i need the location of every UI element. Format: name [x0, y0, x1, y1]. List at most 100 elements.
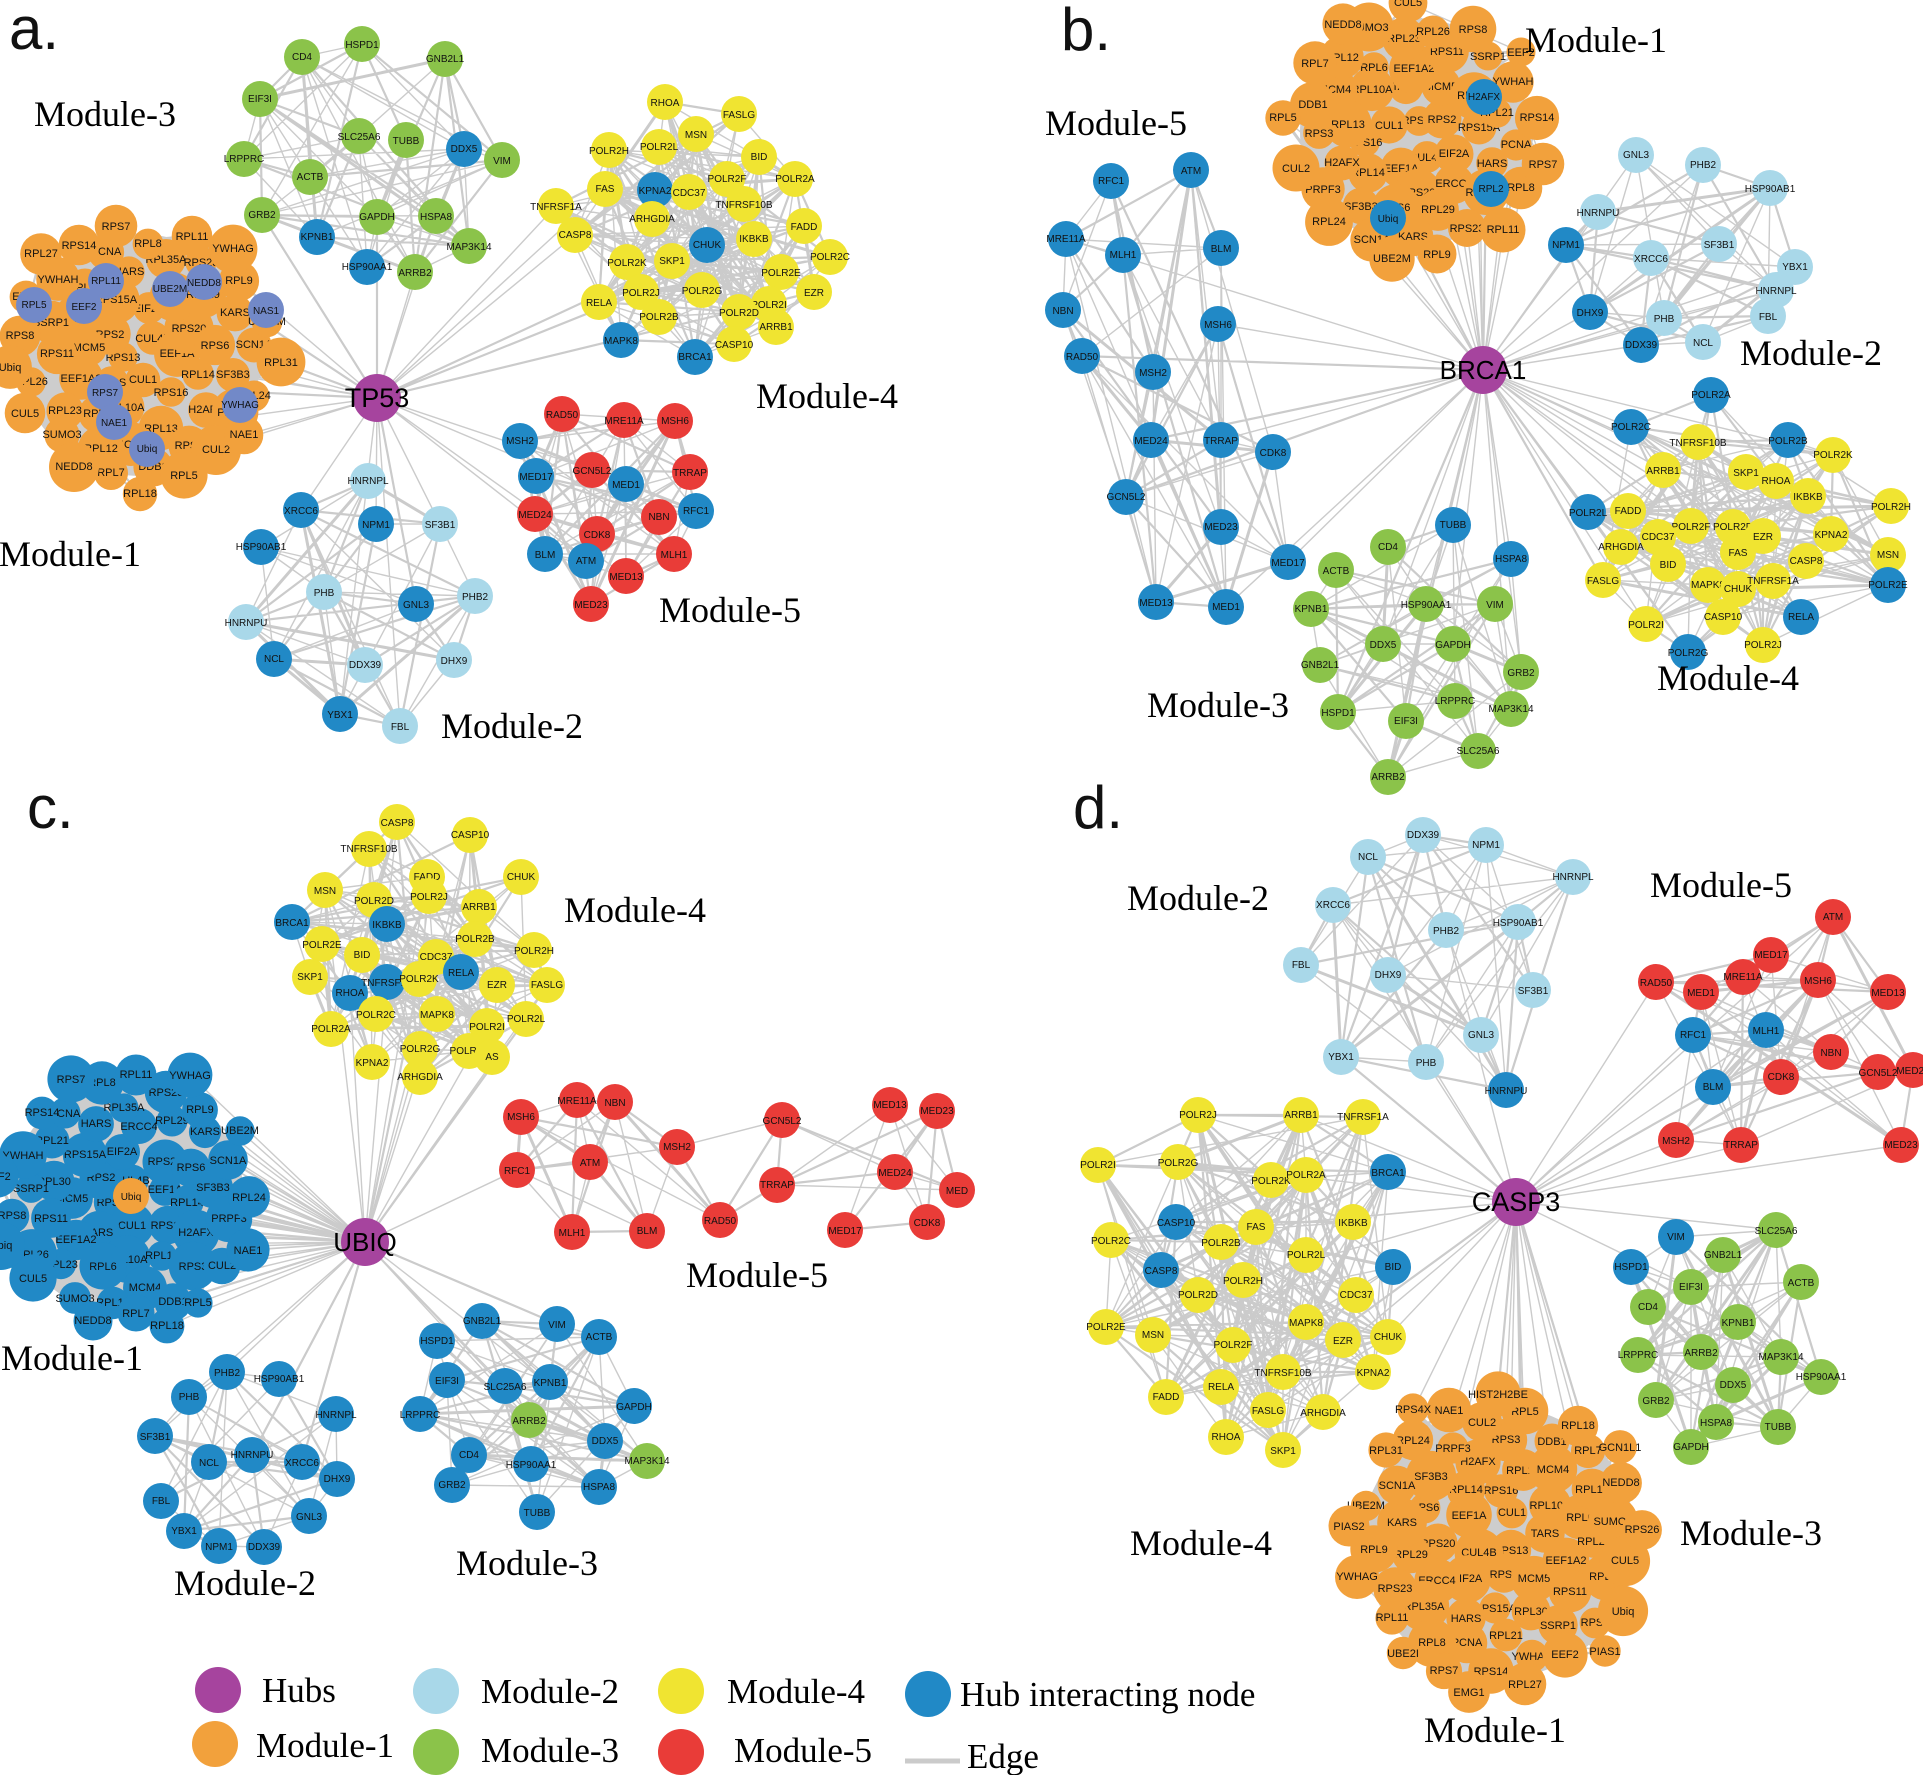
- svg-text:RPL35A: RPL35A: [104, 1102, 146, 1114]
- svg-text:CD4: CD4: [292, 52, 312, 63]
- svg-text:Ubiq: Ubiq: [1612, 1606, 1635, 1618]
- svg-text:HNRNPL: HNRNPL: [315, 1410, 357, 1421]
- svg-text:RPL7: RPL7: [1574, 1445, 1602, 1457]
- svg-text:DDX39: DDX39: [1625, 340, 1658, 351]
- svg-text:TRRAP: TRRAP: [1204, 436, 1238, 447]
- svg-text:MED17: MED17: [519, 472, 553, 483]
- svg-text:CD4: CD4: [1638, 1302, 1658, 1313]
- svg-text:ARRB1: ARRB1: [1284, 1110, 1318, 1121]
- svg-text:RPL24: RPL24: [232, 1192, 266, 1204]
- svg-text:PHB: PHB: [179, 1392, 200, 1403]
- svg-text:SLC25A6: SLC25A6: [338, 132, 381, 143]
- svg-text:ATM: ATM: [1823, 912, 1843, 923]
- svg-text:NEDD8: NEDD8: [55, 461, 92, 473]
- svg-text:MAP3K14: MAP3K14: [1758, 1352, 1803, 1363]
- svg-text:POLR2I: POLR2I: [469, 1022, 505, 1033]
- svg-text:POLR2E: POLR2E: [1086, 1322, 1126, 1333]
- svg-text:EEF1A2: EEF1A2: [1546, 1555, 1587, 1567]
- svg-text:SF3B3: SF3B3: [1344, 201, 1378, 213]
- svg-text:HIST2H2BE: HIST2H2BE: [1468, 1389, 1528, 1401]
- svg-text:PHB: PHB: [1654, 314, 1675, 325]
- svg-text:GNL3: GNL3: [403, 600, 430, 611]
- svg-text:RPL9: RPL9: [186, 1104, 214, 1116]
- svg-text:EEF1A: EEF1A: [1452, 1510, 1488, 1522]
- svg-text:EZR: EZR: [1333, 1336, 1353, 1347]
- svg-text:d.: d.: [1073, 774, 1123, 841]
- svg-text:MCM5: MCM5: [1518, 1573, 1550, 1585]
- svg-text:RPL23: RPL23: [1387, 33, 1421, 45]
- svg-text:ACTB: ACTB: [1323, 566, 1350, 577]
- svg-text:POLR2I: POLR2I: [1628, 620, 1664, 631]
- svg-text:YBX1: YBX1: [171, 1526, 197, 1537]
- svg-text:MED23: MED23: [574, 600, 608, 611]
- svg-text:POLR2B: POLR2B: [1201, 1238, 1241, 1249]
- svg-text:GNL3: GNL3: [1623, 150, 1650, 161]
- svg-text:NAE1: NAE1: [101, 418, 128, 429]
- svg-text:RPL18: RPL18: [150, 1320, 184, 1332]
- svg-text:MAPK8: MAPK8: [1691, 580, 1725, 591]
- svg-text:LRPPRC: LRPPRC: [1618, 1350, 1659, 1361]
- svg-text:EEF1A2: EEF1A2: [56, 1234, 97, 1246]
- svg-text:CUL5: CUL5: [19, 1273, 47, 1285]
- svg-text:Ubiq: Ubiq: [0, 1240, 12, 1252]
- svg-text:POLR2A: POLR2A: [775, 174, 815, 185]
- svg-text:GCN5L2: GCN5L2: [763, 1116, 802, 1127]
- svg-text:RPL8: RPL8: [134, 238, 162, 250]
- svg-text:IKBKB: IKBKB: [372, 920, 402, 931]
- svg-text:SUMO3: SUMO3: [55, 1293, 94, 1305]
- svg-text:TNFRSF10B: TNFRSF10B: [1254, 1368, 1312, 1379]
- svg-text:RHOA: RHOA: [1212, 1432, 1241, 1443]
- svg-text:TNFRSF1A: TNFRSF1A: [1747, 576, 1799, 587]
- svg-text:RPS14: RPS14: [25, 1107, 60, 1119]
- svg-text:TUBB: TUBB: [1765, 1422, 1792, 1433]
- svg-text:NEDD8: NEDD8: [187, 278, 221, 289]
- svg-text:MCM5: MCM5: [73, 342, 105, 354]
- svg-text:MSN: MSN: [685, 130, 707, 141]
- svg-text:RPL7: RPL7: [97, 467, 125, 479]
- svg-text:TRRAP: TRRAP: [760, 1180, 794, 1191]
- svg-text:HSPA8: HSPA8: [583, 1482, 615, 1493]
- svg-text:H2AFX: H2AFX: [178, 1227, 214, 1239]
- svg-text:Module-3: Module-3: [481, 1731, 619, 1770]
- svg-text:SLC25A6: SLC25A6: [484, 1382, 527, 1393]
- svg-text:POLR2H: POLR2H: [1871, 502, 1911, 513]
- svg-text:NCL: NCL: [264, 654, 284, 665]
- svg-text:ATM: ATM: [576, 556, 596, 567]
- svg-text:RELA: RELA: [1788, 612, 1814, 623]
- svg-text:PCNA: PCNA: [1501, 139, 1532, 151]
- svg-text:ARRB1: ARRB1: [759, 322, 793, 333]
- svg-text:HNRNPU: HNRNPU: [1577, 208, 1620, 219]
- svg-text:CHUK: CHUK: [693, 240, 722, 251]
- svg-text:MAP3K14: MAP3K14: [1488, 704, 1533, 715]
- svg-text:TNFRSF10B: TNFRSF10B: [340, 844, 398, 855]
- svg-text:Module-2: Module-2: [481, 1672, 619, 1711]
- svg-text:EEF2: EEF2: [0, 1171, 11, 1183]
- svg-text:MSN: MSN: [1142, 1330, 1164, 1341]
- svg-text:RPS7: RPS7: [1430, 1665, 1459, 1677]
- svg-text:RPS11: RPS11: [40, 348, 74, 360]
- svg-text:RPL7: RPL7: [122, 1308, 150, 1320]
- svg-text:KPNA2: KPNA2: [1815, 530, 1848, 541]
- svg-text:PHB2: PHB2: [214, 1368, 241, 1379]
- svg-text:TNFRSF1A: TNFRSF1A: [530, 202, 582, 213]
- svg-text:UBE2M: UBE2M: [221, 1125, 259, 1137]
- svg-text:RPS14: RPS14: [1474, 1666, 1509, 1678]
- svg-text:POLR2A: POLR2A: [311, 1024, 351, 1035]
- svg-text:Module-5: Module-5: [1650, 865, 1792, 905]
- svg-text:DDX5: DDX5: [592, 1436, 619, 1447]
- svg-text:Module-2: Module-2: [441, 706, 583, 746]
- svg-text:Module-1: Module-1: [1525, 20, 1667, 60]
- svg-text:TARS: TARS: [1531, 1528, 1560, 1540]
- svg-text:XRCC6: XRCC6: [284, 506, 318, 517]
- svg-text:FADD: FADD: [1153, 1392, 1180, 1403]
- svg-text:Ubiq: Ubiq: [121, 1192, 142, 1203]
- svg-text:CDC37: CDC37: [1340, 1290, 1373, 1301]
- svg-text:RPS23: RPS23: [1450, 223, 1485, 235]
- svg-text:POLR2I: POLR2I: [1080, 1160, 1116, 1171]
- svg-text:LRPPRC: LRPPRC: [1435, 696, 1476, 707]
- svg-text:TUBB: TUBB: [1440, 520, 1467, 531]
- svg-text:SCN1A: SCN1A: [210, 1155, 247, 1167]
- svg-text:KPNB1: KPNB1: [1295, 604, 1328, 615]
- svg-text:MAP3K14: MAP3K14: [624, 1456, 669, 1467]
- svg-text:UBIQ: UBIQ: [333, 1227, 397, 1257]
